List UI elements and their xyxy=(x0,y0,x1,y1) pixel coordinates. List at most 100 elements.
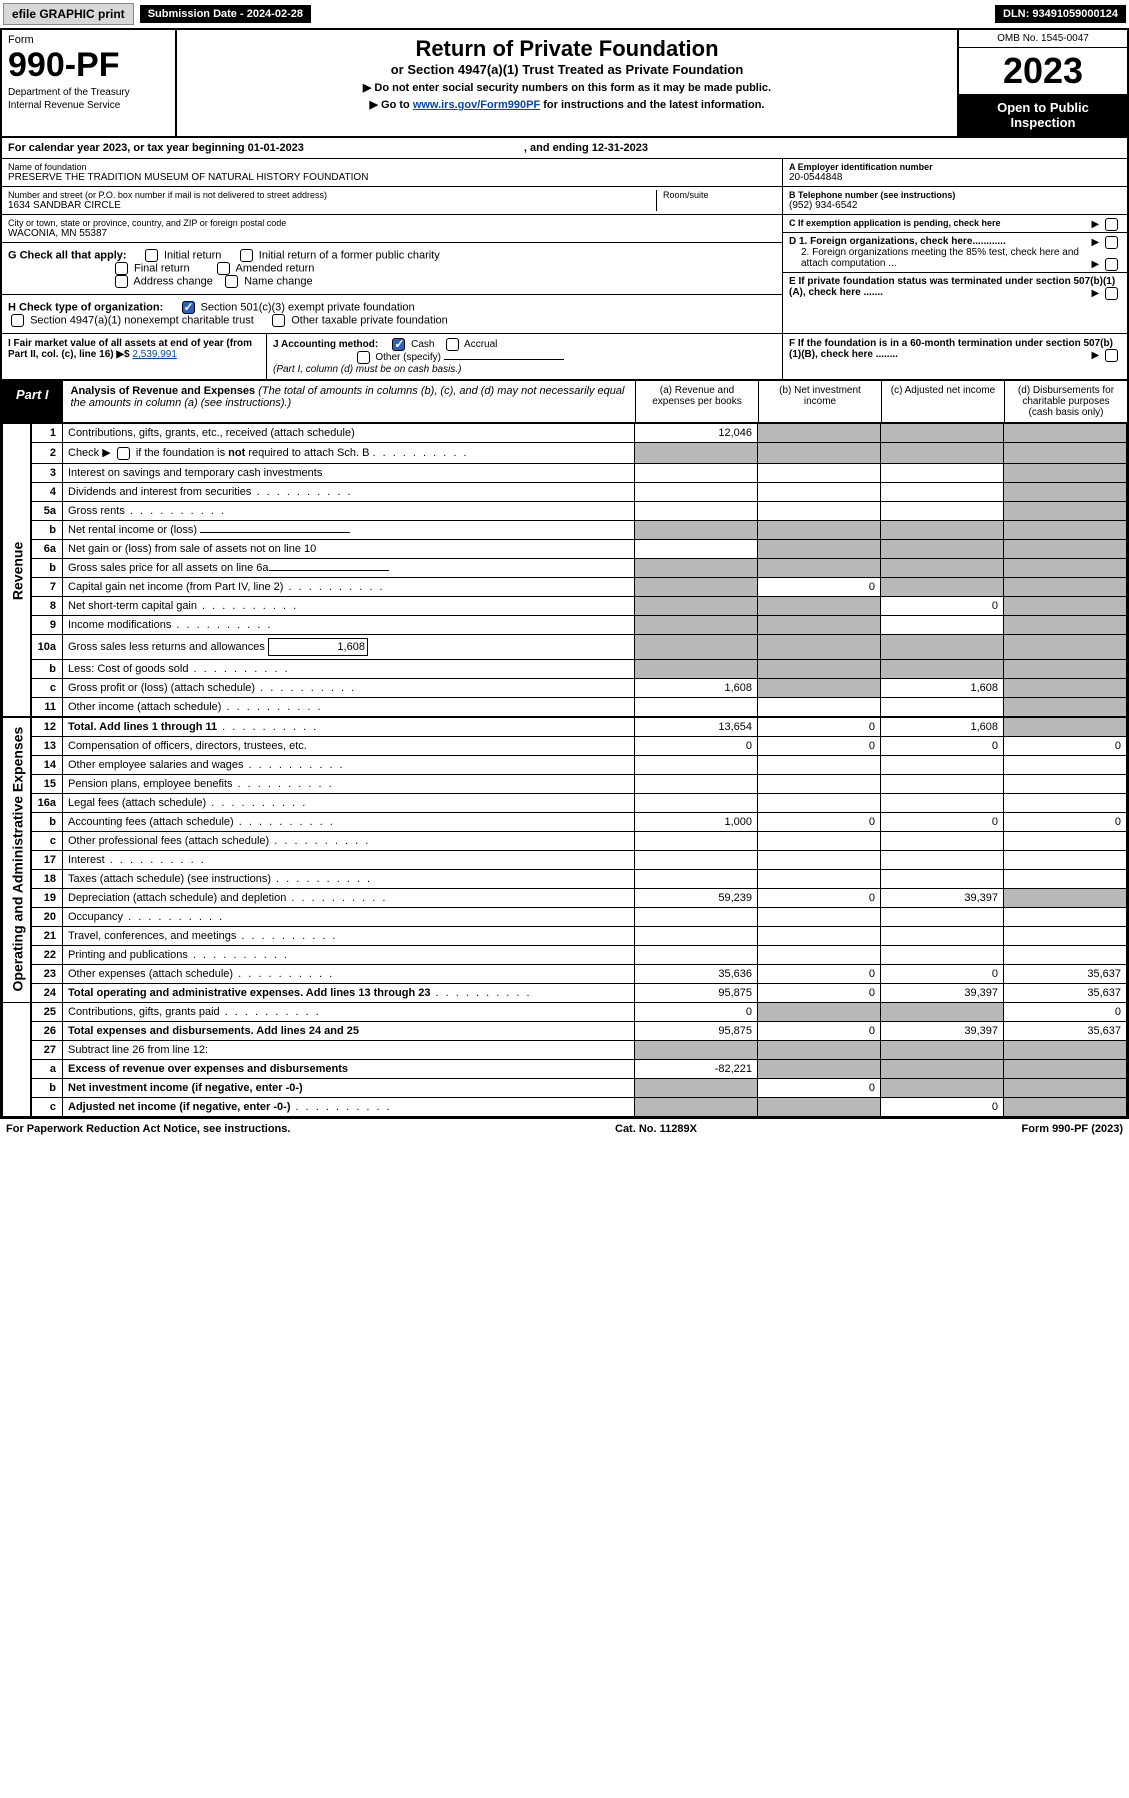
line-num: 5a xyxy=(31,501,63,520)
cell-c: 0 xyxy=(881,1097,1004,1116)
cell-c xyxy=(881,539,1004,558)
line-num: 23 xyxy=(31,964,63,983)
d2-checkbox[interactable] xyxy=(1105,258,1118,271)
table-row: b Less: Cost of goods sold xyxy=(3,659,1127,678)
other-taxable-checkbox[interactable] xyxy=(272,314,285,327)
cell-d xyxy=(1004,615,1127,634)
cell-b: 0 xyxy=(758,964,881,983)
cell-d xyxy=(1004,926,1127,945)
cell-b xyxy=(758,869,881,888)
e-label: E If private foundation status was termi… xyxy=(789,276,1115,298)
name-label: Name of foundation xyxy=(8,162,776,172)
line-num: c xyxy=(31,831,63,850)
line-desc: Dividends and interest from securities xyxy=(63,482,635,501)
addr-value: 1634 SANDBAR CIRCLE xyxy=(8,200,656,211)
line-desc: Gross sales less returns and allowances … xyxy=(63,634,635,659)
line-num: 15 xyxy=(31,774,63,793)
line-num: 17 xyxy=(31,850,63,869)
fmv-link[interactable]: 2,539,991 xyxy=(132,349,177,360)
line-desc: Other income (attach schedule) xyxy=(63,697,635,717)
table-row: 11 Other income (attach schedule) xyxy=(3,697,1127,717)
4947-checkbox[interactable] xyxy=(11,314,24,327)
amended-return-checkbox[interactable] xyxy=(217,262,230,275)
cell-b xyxy=(758,424,881,443)
cell-b xyxy=(758,755,881,774)
table-row: 22 Printing and publications xyxy=(3,945,1127,964)
line-desc: Adjusted net income (if negative, enter … xyxy=(63,1097,635,1116)
table-row: 5a Gross rents xyxy=(3,501,1127,520)
cell-a xyxy=(635,1078,758,1097)
address-change-checkbox[interactable] xyxy=(115,275,128,288)
cell-d xyxy=(1004,501,1127,520)
e-checkbox[interactable] xyxy=(1105,287,1118,300)
cell-d xyxy=(1004,520,1127,539)
name-value: PRESERVE THE TRADITION MUSEUM OF NATURAL… xyxy=(8,172,776,183)
initial-return-checkbox[interactable] xyxy=(145,249,158,262)
efile-button[interactable]: efile GRAPHIC print xyxy=(3,3,134,25)
j-cash: Cash xyxy=(411,339,434,350)
calendar-begin: For calendar year 2023, or tax year begi… xyxy=(8,142,304,154)
cell-c xyxy=(881,793,1004,812)
cell-c: 39,397 xyxy=(881,983,1004,1002)
top-bar: efile GRAPHIC print Submission Date - 20… xyxy=(0,0,1129,28)
other-method-checkbox[interactable] xyxy=(357,351,370,364)
accrual-checkbox[interactable] xyxy=(446,338,459,351)
line-desc: Accounting fees (attach schedule) xyxy=(63,812,635,831)
schb-checkbox[interactable] xyxy=(117,447,130,460)
dln: DLN: 93491059000124 xyxy=(995,5,1126,23)
f-checkbox[interactable] xyxy=(1105,349,1118,362)
cell-c xyxy=(881,774,1004,793)
page-footer: For Paperwork Reduction Act Notice, see … xyxy=(0,1119,1129,1139)
g-opt-2: Final return xyxy=(134,262,190,274)
cell-c: 0 xyxy=(881,736,1004,755)
irs-link[interactable]: www.irs.gov/Form990PF xyxy=(413,99,540,111)
line-num: 19 xyxy=(31,888,63,907)
cell-d xyxy=(1004,793,1127,812)
cell-a: 1,000 xyxy=(635,812,758,831)
cell-a xyxy=(635,482,758,501)
g-check-row: G Check all that apply: Initial return I… xyxy=(2,243,782,295)
cell-b: 0 xyxy=(758,888,881,907)
cell-c xyxy=(881,945,1004,964)
cash-checkbox[interactable] xyxy=(392,338,405,351)
line-desc: Contributions, gifts, grants, etc., rece… xyxy=(63,424,635,443)
table-row: b Net investment income (if negative, en… xyxy=(3,1078,1127,1097)
line-desc: Interest on savings and temporary cash i… xyxy=(63,463,635,482)
header-right: OMB No. 1545-0047 2023 Open to Public In… xyxy=(957,30,1127,136)
line-num: 11 xyxy=(31,697,63,717)
cell-d: 0 xyxy=(1004,1002,1127,1021)
table-row: 13 Compensation of officers, directors, … xyxy=(3,736,1127,755)
name-change-checkbox[interactable] xyxy=(225,275,238,288)
c-checkbox[interactable] xyxy=(1105,218,1118,231)
line-num: b xyxy=(31,659,63,678)
table-row: c Adjusted net income (if negative, ente… xyxy=(3,1097,1127,1116)
h-check-row: H Check type of organization: Section 50… xyxy=(2,295,782,333)
i-label: I Fair market value of all assets at end… xyxy=(8,338,252,360)
cell-b xyxy=(758,697,881,717)
cell-a xyxy=(635,539,758,558)
final-return-checkbox[interactable] xyxy=(115,262,128,275)
city-value: WACONIA, MN 55387 xyxy=(8,228,776,239)
cell-b xyxy=(758,596,881,615)
line-num: 22 xyxy=(31,945,63,964)
table-row: 9 Income modifications xyxy=(3,615,1127,634)
line-desc: Excess of revenue over expenses and disb… xyxy=(63,1059,635,1078)
cell-b: 0 xyxy=(758,1021,881,1040)
header-center: Return of Private Foundation or Section … xyxy=(177,30,957,136)
h-opt1: Section 501(c)(3) exempt private foundat… xyxy=(201,301,415,313)
cell-b xyxy=(758,558,881,577)
line-num: b xyxy=(31,1078,63,1097)
table-row: 16a Legal fees (attach schedule) xyxy=(3,793,1127,812)
cell-d xyxy=(1004,539,1127,558)
d1-checkbox[interactable] xyxy=(1105,236,1118,249)
cell-c: 0 xyxy=(881,812,1004,831)
info-grid: Name of foundation PRESERVE THE TRADITIO… xyxy=(2,159,1127,334)
col-a-header: (a) Revenue and expenses per books xyxy=(635,381,758,422)
line-desc: Check ▶ if the foundation is not require… xyxy=(63,443,635,464)
501c3-checkbox[interactable] xyxy=(182,301,195,314)
d-cell: D 1. Foreign organizations, check here..… xyxy=(783,233,1127,273)
table-row: 2 Check ▶ if the foundation is not requi… xyxy=(3,443,1127,464)
cell-b xyxy=(758,945,881,964)
initial-former-checkbox[interactable] xyxy=(240,249,253,262)
cell-d: 35,637 xyxy=(1004,983,1127,1002)
